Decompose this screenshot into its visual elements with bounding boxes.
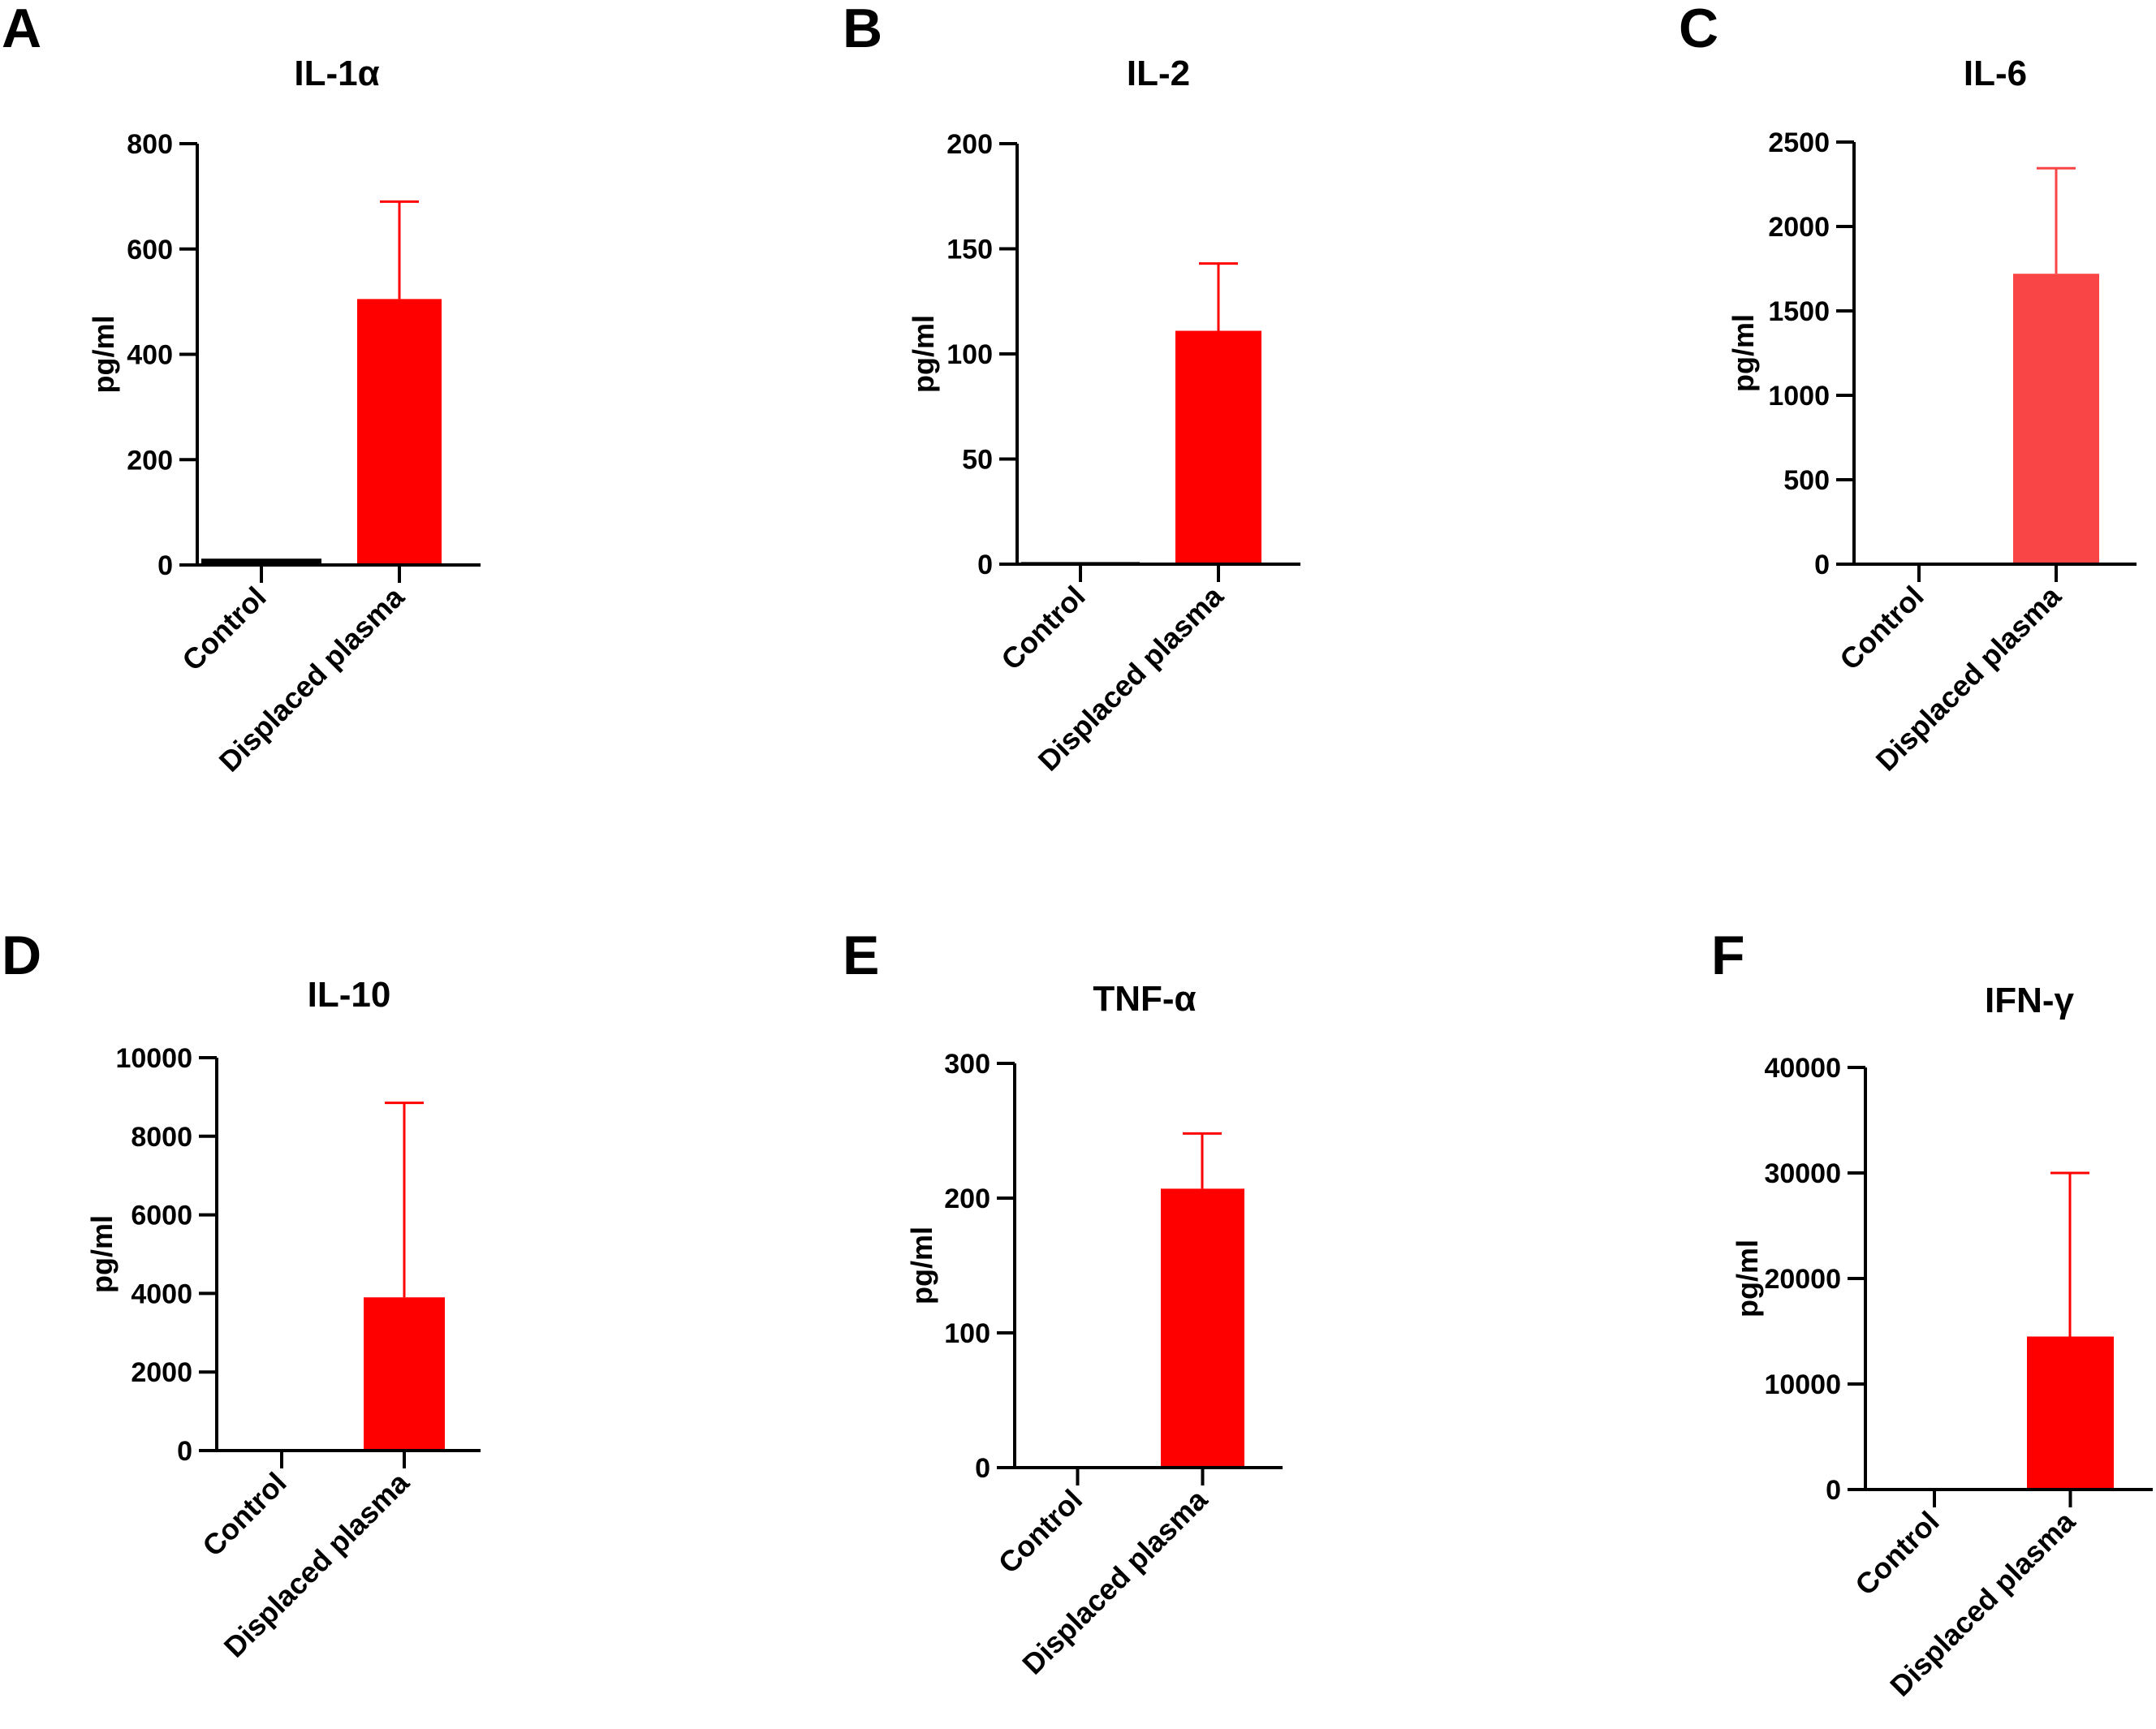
y-tick-label: 30000 [1764,1158,1841,1189]
y-tick-label: 0 [975,1453,990,1484]
y-tick-label: 500 [1783,465,1830,496]
chart-title: IL-6 [1964,54,2027,93]
panel-letter: C [1679,0,1718,59]
chart-title: IL-1α [294,54,379,93]
y-tick-label: 4000 [131,1278,192,1309]
panel-letter: E [843,925,879,986]
chart-title: TNF-α [1093,979,1196,1019]
y-tick-label: 100 [944,1318,990,1349]
y-axis-title: pg/ml [1727,314,1760,392]
y-tick-label: 40000 [1764,1053,1841,1084]
y-tick-label: 0 [157,550,173,581]
y-axis-title: pg/ml [907,315,940,393]
y-axis-title: pg/ml [87,316,120,394]
panel-letter: D [2,925,41,986]
y-tick-label: 6000 [131,1201,192,1231]
y-tick-label: 150 [946,235,993,265]
y-tick-label: 300 [944,1049,990,1080]
y-tick-label: 1500 [1768,296,1830,327]
y-tick-label: 10000 [1764,1369,1841,1400]
y-tick-label: 0 [1826,1475,1841,1506]
y-axis-title: pg/ml [905,1227,938,1304]
bar-displaced-plasma [1175,330,1261,564]
y-tick-label: 50 [962,445,993,476]
y-tick-label: 2000 [1768,212,1830,243]
chart-title: IL-10 [308,975,391,1015]
chart-title: IFN-γ [1985,981,2075,1020]
y-tick-label: 0 [1814,550,1830,580]
y-axis-title: pg/ml [1731,1240,1764,1317]
y-tick-label: 200 [946,129,993,160]
y-tick-label: 8000 [131,1122,192,1153]
y-tick-label: 200 [944,1184,990,1214]
y-tick-label: 0 [177,1436,192,1467]
bar-displaced-plasma [364,1297,445,1451]
bar-displaced-plasma [2027,1336,2114,1490]
panel-letter: A [2,0,41,59]
y-tick-label: 600 [127,235,173,265]
y-tick-label: 400 [127,340,173,371]
panel-letter: F [1711,925,1745,986]
panel-letter: B [843,0,882,59]
y-tick-label: 20000 [1764,1264,1841,1295]
y-tick-label: 100 [946,339,993,370]
y-tick-label: 200 [127,445,173,476]
bar-control [201,558,321,565]
y-tick-label: 2500 [1768,127,1830,158]
y-tick-label: 800 [127,129,173,160]
bar-displaced-plasma [1161,1188,1244,1468]
y-tick-label: 10000 [115,1043,192,1074]
y-tick-label: 2000 [131,1357,192,1388]
bar-displaced-plasma [357,299,442,565]
y-axis-title: pg/ml [85,1215,119,1293]
bar-displaced-plasma [2013,274,2099,564]
y-tick-label: 1000 [1768,381,1830,412]
chart-title: IL-2 [1127,54,1190,93]
y-tick-label: 0 [977,550,993,580]
